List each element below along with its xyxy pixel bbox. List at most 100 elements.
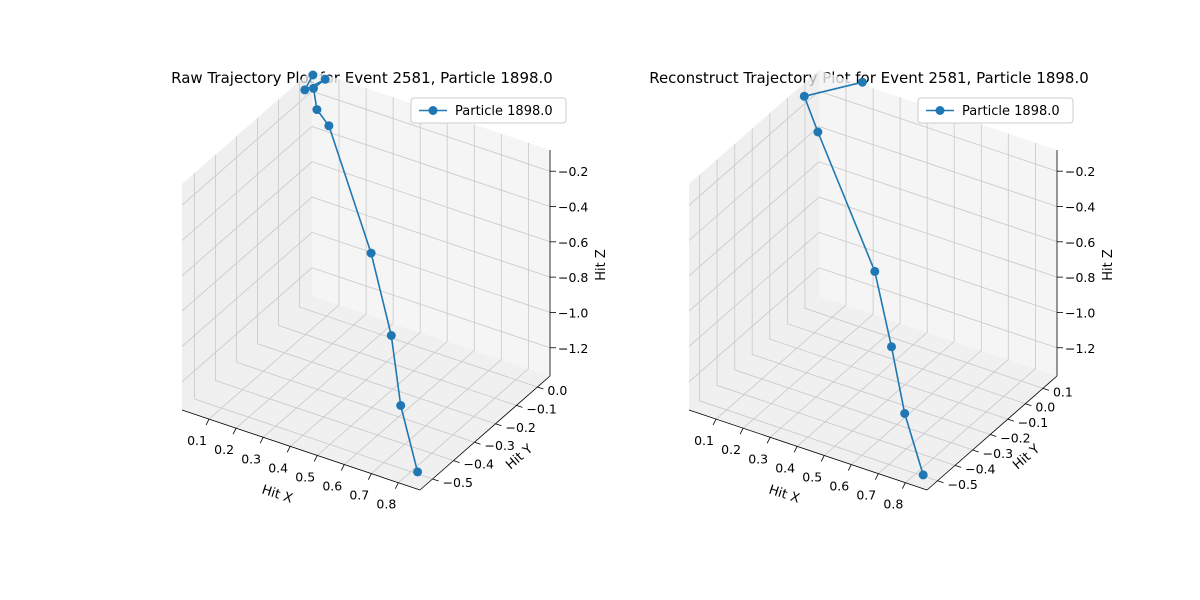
data-point <box>870 266 880 276</box>
y-tick-label: −0.5 <box>443 475 473 490</box>
legend: Particle 1898.0 <box>917 97 1074 124</box>
x-gridline <box>289 106 421 447</box>
x-tick-label: 0.2 <box>721 442 741 457</box>
z-tick-label: −1.2 <box>558 341 588 356</box>
x-axis-line <box>688 409 928 491</box>
x-gridline <box>715 79 847 420</box>
x-gridline <box>742 88 874 429</box>
y-gridline <box>257 117 496 425</box>
x-tick-label: 0.3 <box>241 451 261 466</box>
x-tick-label: 0.8 <box>883 497 903 512</box>
y-gridline <box>769 113 1008 420</box>
y-tick-label: −0.2 <box>1000 431 1030 446</box>
y-tick-label: −0.1 <box>526 401 556 416</box>
x-tick-mark <box>847 464 852 471</box>
data-point <box>799 91 809 101</box>
x-tick-label: 0.5 <box>295 469 315 484</box>
legend-marker-icon <box>428 106 438 115</box>
y-axis-label: Hit Y <box>1010 442 1043 473</box>
y-tick-mark <box>432 478 439 482</box>
data-point <box>386 331 396 340</box>
x-tick-mark <box>259 437 264 444</box>
data-point <box>887 342 896 352</box>
x-gridline <box>796 106 928 447</box>
x-tick-mark <box>902 482 906 489</box>
legend-box <box>917 97 1074 124</box>
data-point <box>413 467 423 477</box>
x-tick-mark <box>286 446 291 453</box>
z-tick-label: −0.4 <box>1065 200 1095 215</box>
x-gridline <box>344 124 475 465</box>
y-tick-label: −0.1 <box>1018 415 1048 430</box>
y-gridline <box>236 136 475 443</box>
z-tick-label: −0.8 <box>558 270 588 285</box>
x-gridline <box>262 97 394 438</box>
y-gridline <box>751 128 991 435</box>
data-point <box>308 70 318 80</box>
x-gridline <box>905 142 1036 484</box>
y-tick-mark <box>972 449 979 453</box>
x-tick-mark <box>395 482 399 489</box>
x-tick-mark <box>766 437 771 444</box>
legend-label: Particle 1898.0 <box>962 104 1060 119</box>
x-tick-label: 0.4 <box>775 460 795 475</box>
z-tick-label: −0.2 <box>1065 164 1095 179</box>
z-gridline <box>181 161 551 277</box>
floor-pane <box>689 296 1057 490</box>
x-tick-mark <box>712 418 717 426</box>
data-point <box>396 401 406 410</box>
legend-box <box>410 97 567 124</box>
plot-title: Raw Trajectory Plot for Event 2581, Part… <box>171 69 553 87</box>
y-gridline <box>298 81 538 388</box>
y-tick-mark <box>474 441 481 445</box>
data-point <box>312 105 322 115</box>
legend-marker-icon <box>935 106 945 115</box>
data-point <box>857 77 867 87</box>
plot-title: Reconstruct Trajectory Plot for Event 25… <box>649 69 1089 87</box>
x-tick-mark <box>874 473 879 480</box>
y-tick-label: −0.3 <box>983 446 1013 461</box>
x-gridline <box>398 142 529 484</box>
y-tick-label: −0.5 <box>948 477 978 492</box>
y-tick-mark <box>1007 418 1014 422</box>
z-gridline <box>181 231 551 347</box>
legend-label: Particle 1898.0 <box>455 104 553 119</box>
y-tick-mark <box>453 460 460 463</box>
z-tick-label: −0.6 <box>558 235 588 250</box>
y-gridline <box>699 174 938 482</box>
y-axis-line <box>419 375 551 491</box>
x-tick-label: 0.6 <box>829 479 849 494</box>
z-gridline <box>688 196 1058 312</box>
x-gridline <box>235 88 367 429</box>
data-point <box>813 127 823 137</box>
x-tick-mark <box>340 464 345 471</box>
z-gridline <box>688 161 1058 277</box>
z-gridline <box>688 267 1058 383</box>
x-tick-mark <box>205 418 210 426</box>
floor-pane <box>182 296 550 490</box>
x-tick-label: 0.1 <box>187 433 207 448</box>
z-gridline <box>688 126 1058 241</box>
x-gridline <box>878 133 1009 474</box>
z-gridline <box>181 267 551 383</box>
x-tick-mark <box>820 455 825 462</box>
data-point <box>366 248 376 258</box>
z-tick-label: −1.0 <box>1065 305 1095 320</box>
x-tick-label: 0.2 <box>214 442 234 457</box>
y-tick-label: −0.4 <box>464 457 494 472</box>
data-point <box>918 470 928 480</box>
z-tick-label: −1.2 <box>1065 341 1095 356</box>
x-axis-label: Hit X <box>260 483 295 507</box>
y-tick-mark <box>990 434 997 437</box>
x-tick-label: 0.7 <box>349 488 369 503</box>
z-gridline <box>688 90 1058 206</box>
y-gridline <box>278 99 517 406</box>
x-tick-label: 0.4 <box>268 460 288 475</box>
plot-panel-reconstruct: Reconstruct Trajectory Plot for Event 25… <box>649 69 1116 512</box>
legend: Particle 1898.0 <box>410 97 567 124</box>
y-tick-mark <box>937 480 944 484</box>
x-tick-mark <box>367 473 372 480</box>
x-tick-label: 0.8 <box>376 497 396 512</box>
y-tick-label: −0.3 <box>485 438 515 453</box>
